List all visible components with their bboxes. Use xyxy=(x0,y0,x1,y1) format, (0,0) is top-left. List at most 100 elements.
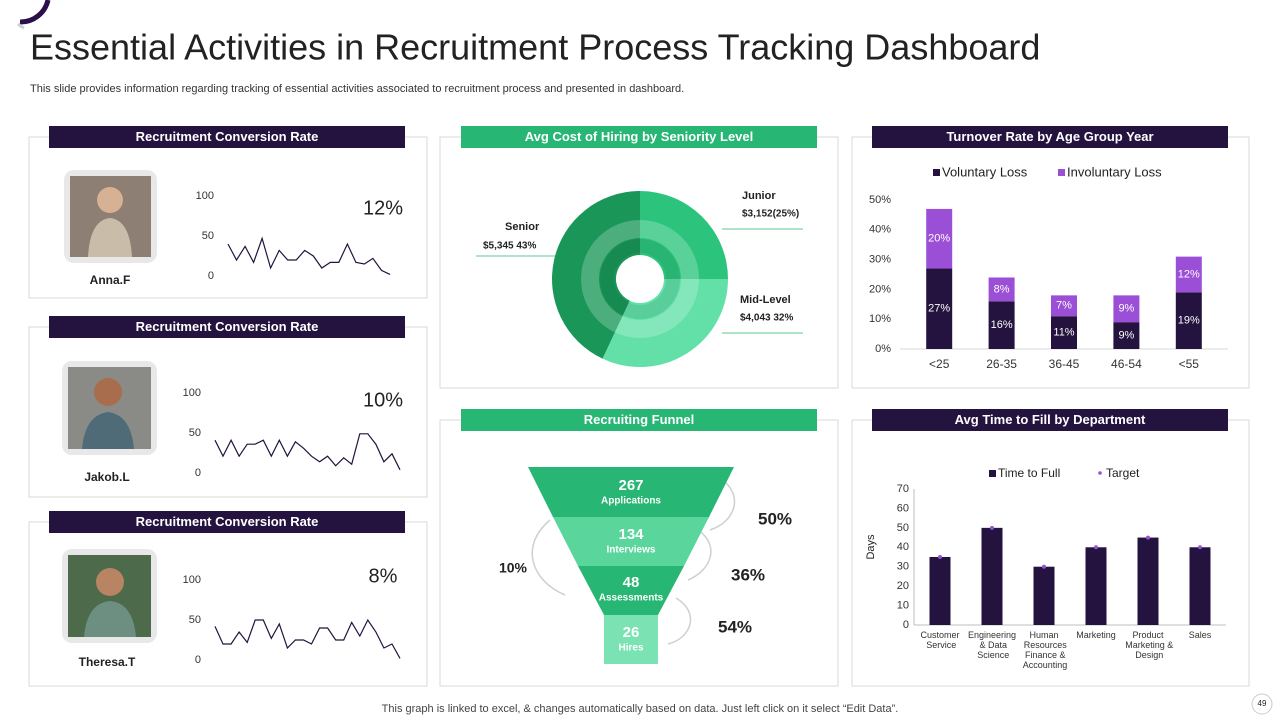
panel-header xyxy=(872,409,1228,431)
x-tick-label: 36-45 xyxy=(1049,357,1080,371)
person-name: Jakob.L xyxy=(84,470,129,484)
legend-swatch xyxy=(1058,169,1065,176)
y-tick-label: 0 xyxy=(208,270,214,282)
photo xyxy=(62,549,157,643)
y-tick-label: 30 xyxy=(897,561,909,573)
bar xyxy=(929,557,951,625)
panel-title: Recruiting Funnel xyxy=(584,412,695,427)
stage-value: 26 xyxy=(623,624,640,641)
target-marker xyxy=(1146,535,1150,540)
y-tick-label: 50 xyxy=(202,230,214,242)
x-tick-label: Human Resources Finance & Accounting xyxy=(1021,630,1068,670)
panel-title: Avg Time to Fill by Department xyxy=(955,412,1146,427)
value-label: 20% xyxy=(928,233,950,245)
page-subtitle: This slide provides information regardin… xyxy=(30,83,684,95)
y-tick-label: 10 xyxy=(897,599,909,611)
value-label: 12% xyxy=(1178,268,1200,280)
y-tick-label: 0 xyxy=(195,467,201,479)
target-marker xyxy=(1094,545,1098,550)
panel-title: Recruitment Conversion Rate xyxy=(136,514,319,529)
value-label: 27% xyxy=(928,303,950,315)
slice-value: $5,345 43% xyxy=(483,241,536,252)
donut-ring xyxy=(600,239,680,319)
x-tick-label: <55 xyxy=(1179,357,1200,371)
y-tick-label: 0 xyxy=(903,619,909,631)
y-tick-label: 30% xyxy=(869,254,891,266)
stage-value: 267 xyxy=(618,477,643,494)
panel-header xyxy=(461,126,817,148)
panel-title: Recruitment Conversion Rate xyxy=(136,319,319,334)
slice-value: $4,043 32% xyxy=(740,313,793,324)
y-tick-label: 70 xyxy=(897,483,909,495)
bar xyxy=(1033,566,1055,625)
stage-name: Interviews xyxy=(607,545,656,556)
value-label: 16% xyxy=(991,319,1013,331)
legend-label: Target xyxy=(1106,466,1140,480)
slice-value: $3,152(25%) xyxy=(742,209,799,220)
x-tick-label: Customer Service xyxy=(920,630,959,650)
target-marker xyxy=(1042,564,1046,569)
value-label: 19% xyxy=(1178,315,1200,327)
legend-swatch xyxy=(989,470,996,477)
person-name: Theresa.T xyxy=(79,655,136,669)
photo xyxy=(62,361,157,455)
x-tick-label: 26-35 xyxy=(986,357,1017,371)
corner-decoration xyxy=(19,0,51,25)
bar-segment xyxy=(1051,295,1077,317)
funnel-stage xyxy=(578,566,684,615)
bar xyxy=(1189,547,1211,625)
donut-ring xyxy=(581,220,699,338)
panel-header xyxy=(49,511,405,533)
value-label: 8% xyxy=(994,283,1010,295)
photo xyxy=(64,170,157,263)
legend-label: Involuntary Loss xyxy=(1067,164,1162,179)
x-tick-label: Marketing xyxy=(1076,630,1116,640)
person-name: Anna.F xyxy=(90,273,131,287)
stage-name: Applications xyxy=(601,496,661,507)
y-tick-label: 0% xyxy=(875,343,891,355)
bar-segment xyxy=(1113,322,1140,349)
rate-label: 10% xyxy=(363,389,403,411)
value-label: 9% xyxy=(1118,303,1134,315)
bar xyxy=(1085,547,1107,625)
bar-segment xyxy=(988,301,1015,349)
bar-segment xyxy=(1113,295,1140,323)
y-tick-label: 60 xyxy=(897,502,909,514)
corner-decoration xyxy=(17,22,25,30)
target-marker xyxy=(938,555,942,559)
sparkline xyxy=(214,618,401,659)
panel-header xyxy=(49,126,405,148)
bar-segment xyxy=(1175,256,1202,293)
sparkline xyxy=(214,433,401,471)
value-label: 7% xyxy=(1056,300,1072,312)
donut-segment xyxy=(552,191,640,359)
panel-title: Turnover Rate by Age Group Year xyxy=(946,129,1153,144)
legend-swatch xyxy=(933,169,940,176)
donut-segment xyxy=(640,191,728,279)
y-tick-label: 50% xyxy=(869,194,891,206)
y-tick-label: 0 xyxy=(195,654,201,666)
y-tick-label: 40% xyxy=(869,224,891,236)
overall-rate: 10% xyxy=(499,560,528,576)
y-tick-label: 40 xyxy=(897,541,909,553)
y-axis-title: Days xyxy=(865,534,877,560)
value-label: 9% xyxy=(1118,329,1134,341)
bar-segment xyxy=(988,277,1015,302)
sparkline xyxy=(227,236,391,275)
panel-title: Avg Cost of Hiring by Seniority Level xyxy=(525,129,754,144)
footer-note: This graph is linked to excel, & changes… xyxy=(382,703,899,715)
bar-segment xyxy=(926,208,953,269)
panel-header xyxy=(49,316,405,338)
x-tick-label: Engineering & Data Science xyxy=(968,630,1016,660)
conversion-rate: 36% xyxy=(731,565,765,584)
stage-value: 134 xyxy=(618,526,644,543)
funnel-stage xyxy=(528,467,734,517)
x-tick-label: <25 xyxy=(929,357,950,371)
legend-label: Voluntary Loss xyxy=(942,164,1028,179)
bar-segment xyxy=(1051,316,1077,349)
stage-value: 48 xyxy=(623,574,640,591)
panel-title: Recruitment Conversion Rate xyxy=(136,129,319,144)
rate-label: 8% xyxy=(369,565,398,587)
